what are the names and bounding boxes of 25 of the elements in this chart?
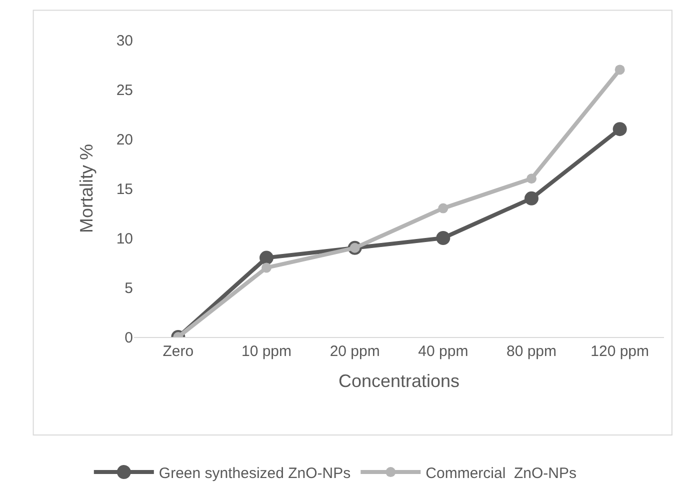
x-axis-title: Concentrations — [338, 371, 460, 392]
y-tick-label: 0 — [124, 329, 133, 346]
point — [260, 250, 274, 265]
y-tick-label: 15 — [116, 180, 133, 198]
x-tick-label: 120 ppm — [590, 343, 650, 360]
x-tick-label: Zero — [162, 343, 194, 360]
legend-label: Commercial ZnO-NPs — [426, 464, 577, 482]
point — [614, 64, 625, 75]
point — [524, 191, 538, 206]
point — [436, 231, 450, 245]
point — [438, 203, 448, 214]
y-axis-title: Mortality % — [76, 144, 97, 234]
x-tick-label: 40 ppm — [418, 343, 468, 360]
point — [526, 174, 536, 184]
point — [612, 122, 627, 136]
y-tick-label: 5 — [124, 280, 133, 297]
y-tick-label: 25 — [116, 82, 133, 99]
x-tick-label: 20 ppm — [330, 343, 380, 360]
x-tick-label: 80 ppm — [506, 343, 557, 360]
legend-label: Green synthesized ZnO-NPs — [158, 464, 351, 482]
x-tick-label: 10 ppm — [241, 343, 292, 360]
y-tick-label: 10 — [116, 230, 133, 248]
y-tick-label: 30 — [116, 32, 133, 50]
y-tick-label: 20 — [116, 131, 133, 148]
point — [262, 262, 272, 273]
